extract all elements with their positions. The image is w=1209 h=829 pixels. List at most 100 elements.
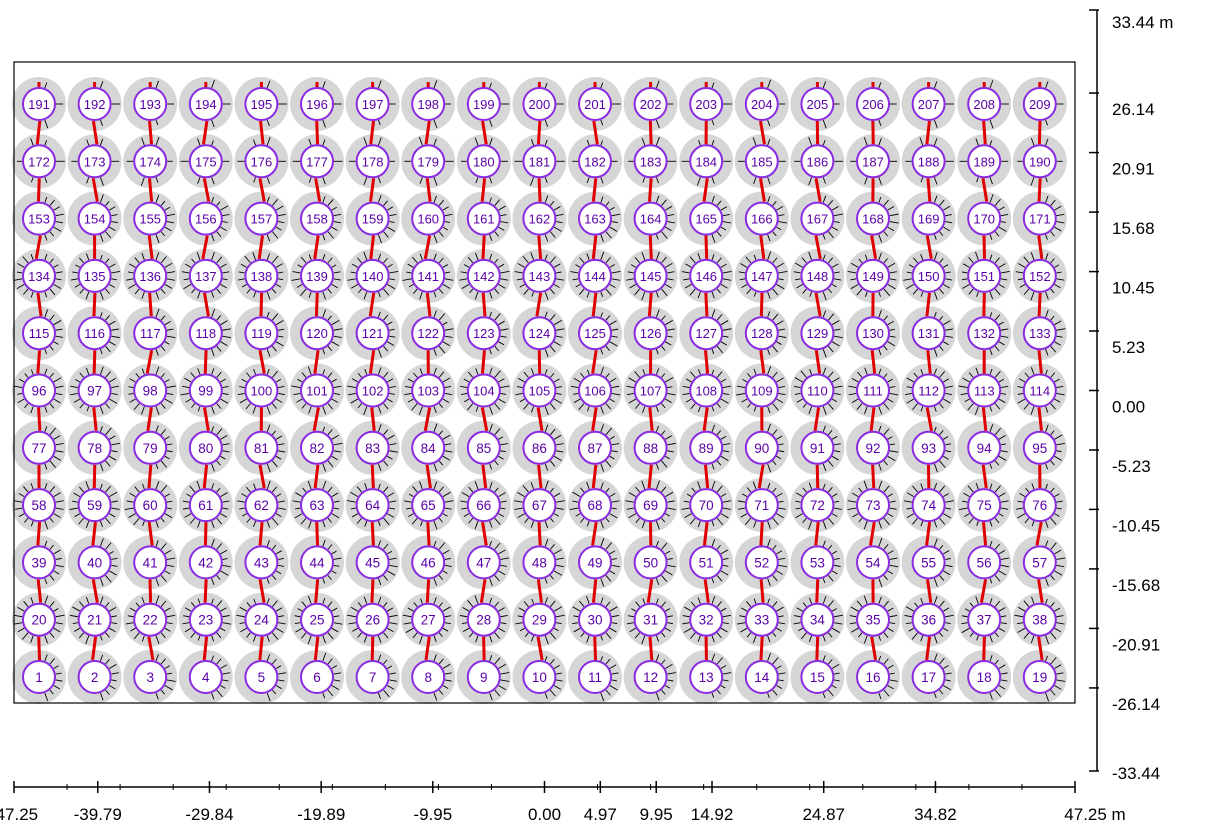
pile-node-53[interactable]: 53 [800,545,835,580]
pile-node-135[interactable]: 135 [77,258,112,293]
pile-node-64[interactable]: 64 [355,488,390,523]
pile-node-82[interactable]: 82 [300,430,334,465]
pile-node-90[interactable]: 90 [744,430,779,465]
pile-node-148[interactable]: 148 [800,258,835,293]
pile-node-204[interactable]: 204 [744,87,779,121]
pile-node-186[interactable]: 186 [800,144,835,179]
pile-node-147[interactable]: 147 [744,258,779,293]
pile-node-156[interactable]: 156 [188,201,223,236]
pile-node-34[interactable]: 34 [800,602,835,637]
pile-node-192[interactable]: 192 [77,87,112,121]
pile-node-153[interactable]: 153 [22,201,56,236]
pile-node-161[interactable]: 161 [466,201,501,236]
pile-node-32[interactable]: 32 [689,602,724,637]
pile-node-200[interactable]: 200 [522,87,557,121]
pile-node-166[interactable]: 166 [744,201,779,236]
pile-node-113[interactable]: 113 [967,373,1002,408]
pile-node-194[interactable]: 194 [188,87,223,121]
pile-node-133[interactable]: 133 [1022,316,1057,351]
pile-node-151[interactable]: 151 [967,258,1002,293]
pile-node-77[interactable]: 77 [22,430,56,465]
pile-node-122[interactable]: 122 [411,316,446,351]
pile-node-4[interactable]: 4 [188,660,223,694]
pile-node-164[interactable]: 164 [633,201,668,236]
pile-node-30[interactable]: 30 [578,602,612,637]
pile-node-124[interactable]: 124 [522,316,557,351]
pile-node-13[interactable]: 13 [689,660,724,694]
pile-node-142[interactable]: 142 [466,258,501,293]
pile-node-2[interactable]: 2 [77,660,112,694]
pile-node-171[interactable]: 171 [1022,201,1057,236]
pile-node-179[interactable]: 179 [411,144,446,179]
pile-node-11[interactable]: 11 [578,660,612,694]
pile-node-89[interactable]: 89 [689,430,724,465]
pile-node-54[interactable]: 54 [856,545,890,580]
pile-node-132[interactable]: 132 [967,316,1002,351]
pile-node-168[interactable]: 168 [856,201,890,236]
pile-node-118[interactable]: 118 [188,316,223,351]
pile-node-202[interactable]: 202 [633,87,668,121]
pile-node-193[interactable]: 193 [133,87,168,121]
pile-node-27[interactable]: 27 [411,602,446,637]
pile-node-138[interactable]: 138 [244,258,279,293]
pile-node-1[interactable]: 1 [22,660,56,694]
pile-node-163[interactable]: 163 [578,201,612,236]
pile-node-173[interactable]: 173 [77,144,112,179]
pile-node-129[interactable]: 129 [800,316,835,351]
pile-node-39[interactable]: 39 [22,545,56,580]
pile-node-25[interactable]: 25 [300,602,334,637]
pile-node-80[interactable]: 80 [188,430,223,465]
pile-node-19[interactable]: 19 [1022,660,1057,694]
pile-node-152[interactable]: 152 [1022,258,1057,293]
pile-node-69[interactable]: 69 [633,488,668,523]
pile-node-184[interactable]: 184 [689,144,724,179]
pile-node-190[interactable]: 190 [1022,144,1057,179]
pile-node-178[interactable]: 178 [355,144,390,179]
pile-node-31[interactable]: 31 [633,602,668,637]
pile-node-63[interactable]: 63 [300,488,334,523]
pile-node-170[interactable]: 170 [967,201,1002,236]
pile-node-157[interactable]: 157 [244,201,279,236]
pile-node-3[interactable]: 3 [133,660,168,694]
pile-node-209[interactable]: 209 [1022,87,1057,121]
pile-node-107[interactable]: 107 [633,373,668,408]
pile-node-169[interactable]: 169 [911,201,946,236]
pile-node-86[interactable]: 86 [522,430,557,465]
pile-node-150[interactable]: 150 [911,258,946,293]
pile-node-96[interactable]: 96 [22,373,56,408]
pile-node-44[interactable]: 44 [300,545,334,580]
pile-node-61[interactable]: 61 [188,488,223,523]
pile-node-68[interactable]: 68 [578,488,612,523]
pile-node-24[interactable]: 24 [244,602,279,637]
pile-node-131[interactable]: 131 [911,316,946,351]
pile-node-105[interactable]: 105 [522,373,557,408]
pile-node-81[interactable]: 81 [244,430,279,465]
pile-node-116[interactable]: 116 [77,316,112,351]
pile-node-92[interactable]: 92 [856,430,890,465]
pile-node-17[interactable]: 17 [911,660,946,694]
pile-node-18[interactable]: 18 [967,660,1002,694]
pile-node-110[interactable]: 110 [800,373,835,408]
pile-node-60[interactable]: 60 [133,488,168,523]
pile-node-101[interactable]: 101 [300,373,334,408]
pile-node-85[interactable]: 85 [466,430,501,465]
pile-node-208[interactable]: 208 [967,87,1002,121]
pile-node-174[interactable]: 174 [133,144,168,179]
pile-node-119[interactable]: 119 [244,316,279,351]
pile-node-71[interactable]: 71 [744,488,779,523]
pile-node-137[interactable]: 137 [188,258,223,293]
pile-node-66[interactable]: 66 [466,488,501,523]
pile-node-76[interactable]: 76 [1022,488,1057,523]
pile-node-199[interactable]: 199 [466,87,501,121]
pile-node-117[interactable]: 117 [133,316,168,351]
pile-node-144[interactable]: 144 [578,258,612,293]
pile-node-141[interactable]: 141 [411,258,446,293]
pile-node-206[interactable]: 206 [856,87,890,121]
pile-node-67[interactable]: 67 [522,488,557,523]
pile-node-21[interactable]: 21 [77,602,112,637]
pile-node-97[interactable]: 97 [77,373,112,408]
pile-node-50[interactable]: 50 [633,545,668,580]
pile-node-28[interactable]: 28 [466,602,501,637]
pile-node-115[interactable]: 115 [22,316,56,351]
pile-node-108[interactable]: 108 [689,373,724,408]
